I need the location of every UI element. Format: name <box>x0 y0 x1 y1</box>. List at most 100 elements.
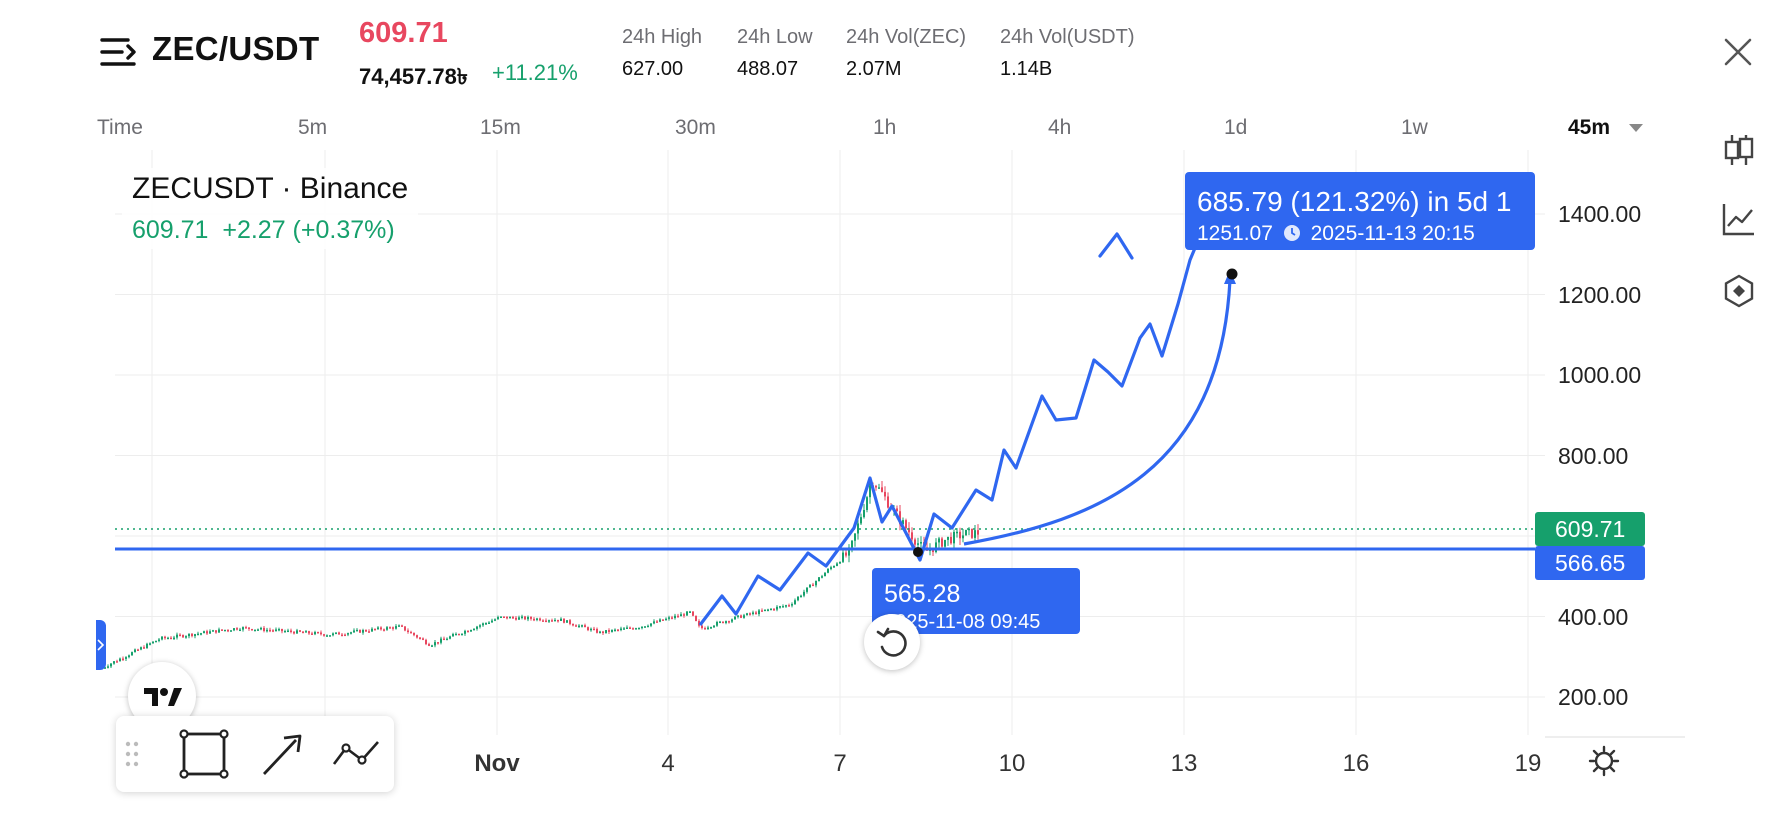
left-panel-handle[interactable] <box>96 620 106 670</box>
candle-body <box>506 616 508 619</box>
candle-body <box>911 532 913 540</box>
tab-1w[interactable]: 1w <box>1401 116 1428 139</box>
candle-body <box>761 610 763 612</box>
candle-body <box>167 637 169 640</box>
candle-body <box>596 628 598 633</box>
candle-body <box>191 633 193 637</box>
tab-time[interactable]: Time <box>97 116 143 139</box>
fiat-price: 74,457.78৳ <box>359 64 468 89</box>
candle-body <box>377 627 379 630</box>
path-tool-icon[interactable] <box>330 728 382 780</box>
candle-body <box>788 605 790 607</box>
timeframe-selected[interactable]: 45m <box>1568 116 1611 139</box>
candle-body <box>275 629 277 631</box>
replay-button[interactable] <box>864 614 920 670</box>
candle-body <box>617 629 619 632</box>
candle-body <box>950 536 952 544</box>
candle-body <box>581 625 583 627</box>
candle-body <box>494 619 496 621</box>
candle-body <box>260 627 262 630</box>
candle-body <box>569 620 571 624</box>
candle-body <box>623 628 625 630</box>
candle-body <box>953 531 955 544</box>
measure-tooltip[interactable]: 685.79 (121.32%) in 5d 1 1251.07 2025-11… <box>1185 172 1535 250</box>
close-icon[interactable] <box>1722 36 1754 68</box>
candle-body <box>731 619 733 622</box>
candle-body <box>845 552 847 556</box>
candle-body <box>308 631 310 634</box>
stat-label-24h-low: 24h Low <box>737 26 813 48</box>
candle-body <box>293 631 295 634</box>
candle-body <box>587 627 589 631</box>
candle-body <box>422 638 424 640</box>
candle-body <box>143 647 145 649</box>
candle-body <box>518 617 520 620</box>
candle-body <box>803 591 805 596</box>
pair-title[interactable]: ZEC/USDT <box>152 30 320 67</box>
candle-body <box>785 605 787 607</box>
tab-30m[interactable]: 30m <box>675 116 716 139</box>
chart-legend: ZECUSDT · Binance 609.71 +2.27 (+0.37%) <box>122 168 419 249</box>
candle-body <box>887 496 889 508</box>
stat-value-24h-vol-zec: 2.07M <box>846 58 902 80</box>
candle-body <box>209 631 211 634</box>
candle-body <box>824 572 826 577</box>
tab-5m[interactable]: 5m <box>298 116 328 139</box>
menu-icon[interactable] <box>100 32 140 72</box>
candle-body <box>875 485 877 488</box>
line-chart-icon[interactable] <box>1722 202 1756 236</box>
candle-body <box>326 635 328 637</box>
rectangle-tool-icon[interactable] <box>178 728 230 780</box>
projection-end-point <box>1226 268 1238 280</box>
candle-body <box>797 596 799 601</box>
candlesticks <box>101 479 979 670</box>
y-tick-label: 1000.00 <box>1558 362 1642 388</box>
candle-body <box>419 637 421 640</box>
hexagon-icon[interactable] <box>1722 274 1756 308</box>
candle-body <box>806 587 808 592</box>
candle-body <box>269 629 271 632</box>
candle-body <box>524 616 526 620</box>
tab-4h[interactable]: 4h <box>1048 116 1072 139</box>
tab-15m[interactable]: 15m <box>480 116 521 139</box>
drag-handle-icon[interactable] <box>122 728 142 780</box>
tab-1d[interactable]: 1d <box>1224 116 1248 139</box>
y-tick-label: 1400.00 <box>1558 201 1642 227</box>
candle-body <box>884 491 886 497</box>
candle-body <box>374 628 376 631</box>
candle-body <box>164 636 166 639</box>
candle-body <box>509 616 511 619</box>
candle-body <box>149 643 151 645</box>
expand-icon <box>97 639 105 651</box>
candle-body <box>521 616 523 619</box>
x-tick-label: 7 <box>833 750 847 777</box>
candle-body <box>410 631 412 634</box>
candlestick-icon[interactable] <box>1722 133 1756 167</box>
candle-body <box>221 629 223 631</box>
candle-body <box>212 630 214 632</box>
candle-body <box>869 485 871 498</box>
stat-value-24h-high: 627.00 <box>622 58 684 80</box>
candle-body <box>125 657 127 659</box>
candle-body <box>491 620 493 623</box>
candle-body <box>371 628 373 632</box>
candle-body <box>641 626 643 629</box>
candle-body <box>434 642 436 646</box>
legend-symbol: ZECUSDT · Binance <box>132 172 409 205</box>
candle-body <box>881 487 883 492</box>
horizontal-line-price-badge[interactable]: 566.65 <box>1535 546 1645 580</box>
y-tick-label: 200.00 <box>1558 684 1629 710</box>
change-percent: +11.21% <box>492 60 578 85</box>
candle-body <box>158 639 160 641</box>
candle-body <box>956 531 958 534</box>
candle-body <box>476 626 478 629</box>
caret-down-icon[interactable] <box>1628 122 1644 134</box>
tab-1h[interactable]: 1h <box>873 116 897 139</box>
y-tick-label: 800.00 <box>1558 443 1629 469</box>
measure-tooltip-main: 685.79 (121.32%) in 5d 1 <box>1197 186 1512 217</box>
gear-icon[interactable] <box>1588 745 1620 777</box>
arrow-tool-icon[interactable] <box>256 728 308 780</box>
candle-body <box>626 627 628 629</box>
last-price: 609.71 <box>359 17 448 49</box>
